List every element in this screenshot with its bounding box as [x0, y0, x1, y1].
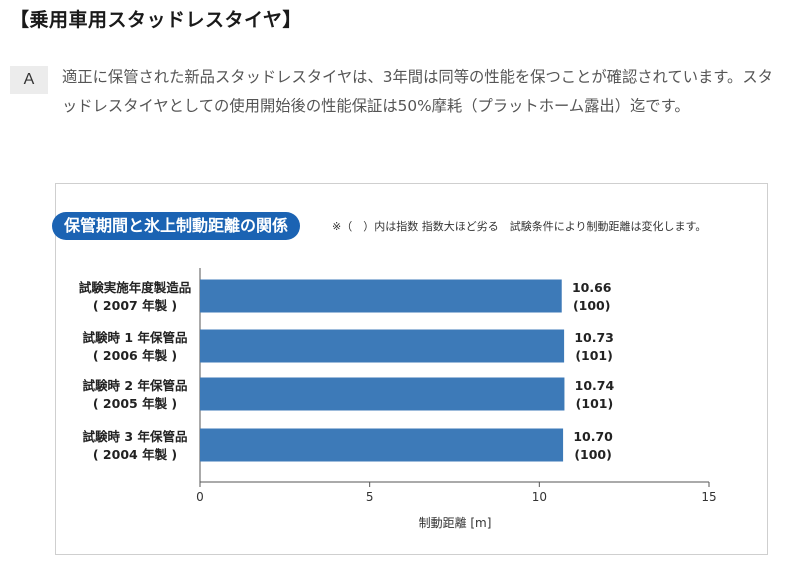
x-axis-label: 制動距離 [m]: [419, 516, 492, 530]
index-label: (100): [574, 447, 612, 462]
category-label: 試験時 1 年保管品: [83, 330, 188, 345]
chart-frame: [55, 183, 768, 555]
index-label: (100): [573, 298, 611, 313]
x-tick-label: 15: [701, 490, 716, 504]
page-title: 【乗用車用スタッドレスタイヤ】: [10, 9, 302, 31]
bar: [200, 279, 562, 313]
x-tick-label: 10: [532, 490, 547, 504]
chart-note: ※（ ）内は指数 指数大ほど劣る 試験条件により制動距離は変化します。: [332, 220, 707, 233]
answer-text: 適正に保管された新品スタッドレスタイヤは、3年間は同等の性能を保つことが確認され…: [62, 68, 773, 115]
value-label: 10.70: [573, 429, 613, 444]
x-tick-label: 0: [196, 490, 204, 504]
bar: [200, 329, 565, 363]
index-label: (101): [575, 348, 613, 363]
value-label: 10.73: [574, 330, 614, 345]
value-label: 10.66: [572, 280, 612, 295]
category-label: 試験時 2 年保管品: [83, 378, 188, 393]
value-label: 10.74: [575, 378, 615, 393]
bar: [200, 428, 564, 462]
category-label: 試験時 3 年保管品: [83, 429, 188, 444]
category-label: 試験実施年度製造品: [79, 280, 192, 295]
x-tick-label: 5: [366, 490, 374, 504]
index-label: (101): [576, 396, 614, 411]
category-label: ( 2005 年製 ): [93, 396, 177, 411]
category-label: ( 2007 年製 ): [93, 298, 177, 313]
category-label: ( 2004 年製 ): [93, 447, 177, 462]
answer-badge: A: [10, 66, 48, 94]
chart-title: 保管期間と氷上制動距離の関係: [52, 212, 301, 240]
category-label: ( 2006 年製 ): [93, 348, 177, 363]
bar: [200, 377, 565, 411]
